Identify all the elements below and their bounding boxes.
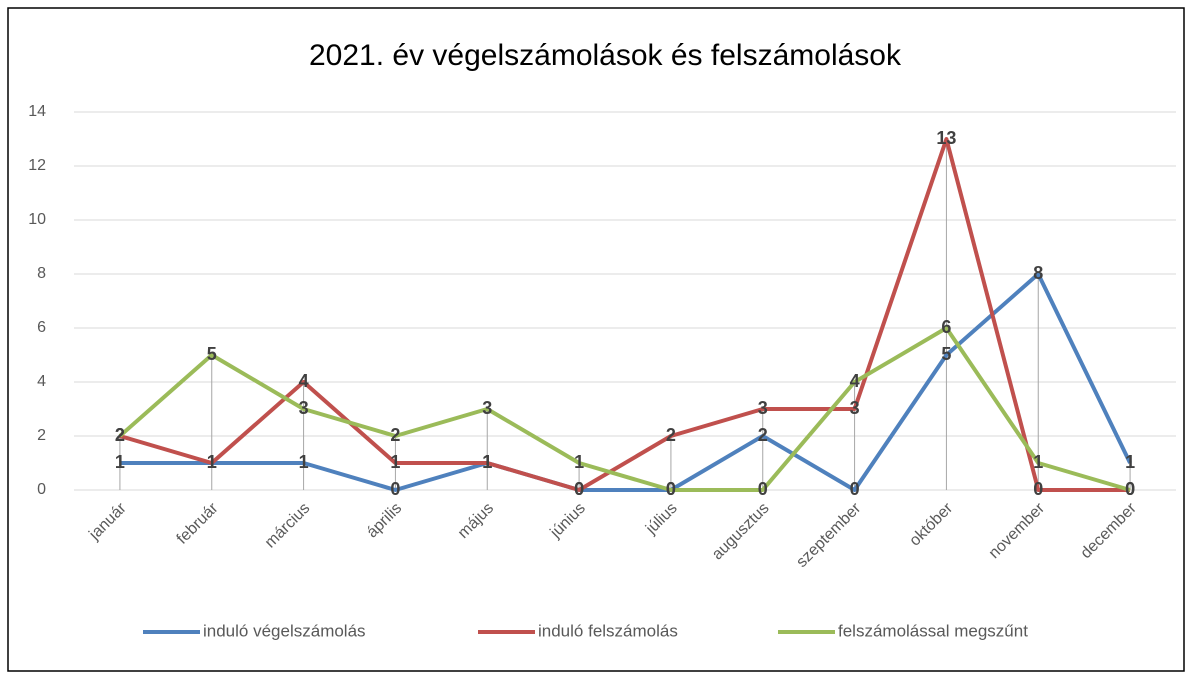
series-line	[119, 272, 1132, 492]
data-label: 8	[1033, 263, 1043, 283]
data-label: 1	[574, 452, 584, 472]
data-label: 2	[390, 425, 400, 445]
series-line	[118, 326, 1131, 492]
y-tick-label: 8	[37, 265, 46, 282]
chart-frame	[7, 7, 1185, 672]
data-label: 0	[666, 479, 676, 499]
y-tick-label: 2	[37, 427, 46, 444]
data-label: 0	[1033, 479, 1043, 499]
data-label: 6	[941, 317, 951, 337]
chart-title: 2021. év végelszámolások és felszámoláso…	[309, 39, 902, 72]
data-label: 0	[666, 479, 676, 499]
data-label: 0	[758, 479, 768, 499]
data-label: 4	[299, 371, 309, 391]
data-label: 5	[941, 344, 951, 364]
data-label: 3	[482, 398, 492, 418]
y-tick-label: 14	[28, 103, 46, 120]
data-label: 1	[390, 452, 400, 472]
y-tick-label: 4	[37, 373, 46, 390]
data-label: 1	[482, 452, 492, 472]
data-label: 2	[115, 425, 125, 445]
data-label: 1	[1033, 452, 1043, 472]
legend-label: induló végelszámolás	[203, 621, 366, 640]
data-label: 13	[936, 128, 956, 148]
y-tick-label: 12	[28, 157, 46, 174]
data-label: 2	[115, 425, 125, 445]
data-label: 1	[115, 452, 125, 472]
y-tick-label: 10	[28, 211, 46, 228]
data-label: 0	[1125, 479, 1135, 499]
data-label: 0	[1125, 479, 1135, 499]
y-tick-label: 0	[37, 481, 46, 498]
data-label: 3	[758, 398, 768, 418]
data-label: 0	[850, 479, 860, 499]
data-label: 1	[1125, 452, 1135, 472]
data-label: 0	[574, 479, 584, 499]
y-tick-label: 6	[37, 319, 46, 336]
data-label: 2	[758, 425, 768, 445]
legend-label: felszámolással megszűnt	[838, 621, 1028, 640]
data-label: 2	[666, 425, 676, 445]
data-label: 1	[207, 452, 217, 472]
data-label: 3	[850, 398, 860, 418]
series-line	[119, 137, 1131, 492]
data-label: 3	[299, 398, 309, 418]
data-label: 4	[850, 371, 860, 391]
data-label: 1	[207, 452, 217, 472]
data-label: 5	[207, 344, 217, 364]
data-label: 0	[574, 479, 584, 499]
legend-label: induló felszámolás	[538, 621, 678, 640]
data-label: 1	[299, 452, 309, 472]
data-label: 1	[482, 452, 492, 472]
data-label: 0	[390, 479, 400, 499]
